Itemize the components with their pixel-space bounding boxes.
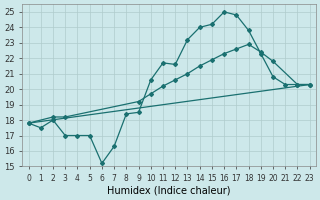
X-axis label: Humidex (Indice chaleur): Humidex (Indice chaleur) — [108, 186, 231, 196]
